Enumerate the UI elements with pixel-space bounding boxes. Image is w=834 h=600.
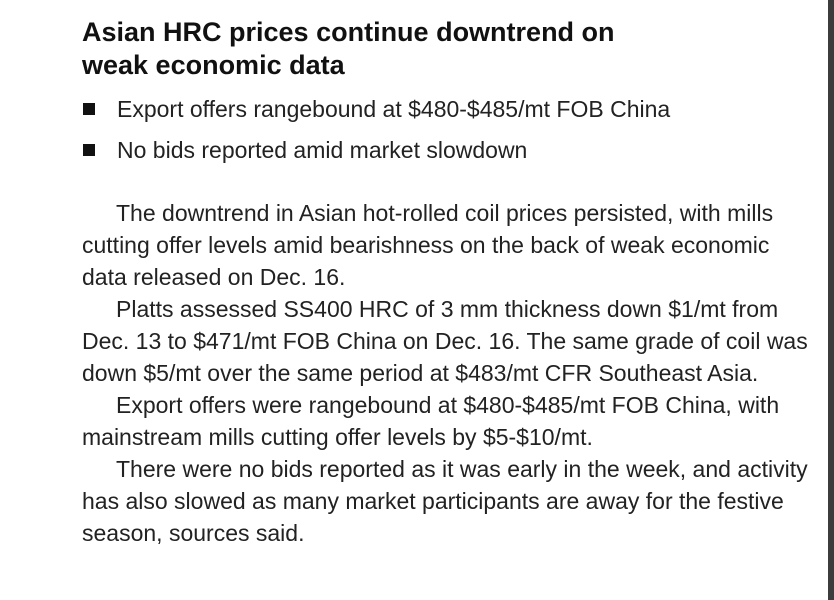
summary-bullet: Export offers rangebound at $480-$485/mt… <box>82 96 812 123</box>
summary-bullet-text: No bids reported amid market slowdown <box>117 137 528 163</box>
summary-bullet-text: Export offers rangebound at $480-$485/mt… <box>117 96 671 122</box>
square-bullet-icon <box>83 103 95 115</box>
body-paragraph: Export offers were rangebound at $480-$4… <box>82 392 780 450</box>
summary-bullet-list: Export offers rangebound at $480-$485/mt… <box>82 96 812 164</box>
article-body: The downtrend in Asian hot-rolled coil p… <box>82 197 812 549</box>
body-paragraph: There were no bids reported as it was ea… <box>82 456 808 546</box>
summary-bullet: No bids reported amid market slowdown <box>82 137 812 164</box>
article-headline: Asian HRC prices continue downtrend on w… <box>82 17 615 80</box>
article: Asian HRC prices continue downtrend on w… <box>82 16 812 549</box>
page-edge-border <box>828 0 834 600</box>
body-paragraph: The downtrend in Asian hot-rolled coil p… <box>82 200 774 290</box>
body-paragraph: Platts assessed SS400 HRC of 3 mm thickn… <box>82 296 808 386</box>
square-bullet-icon <box>83 144 95 156</box>
